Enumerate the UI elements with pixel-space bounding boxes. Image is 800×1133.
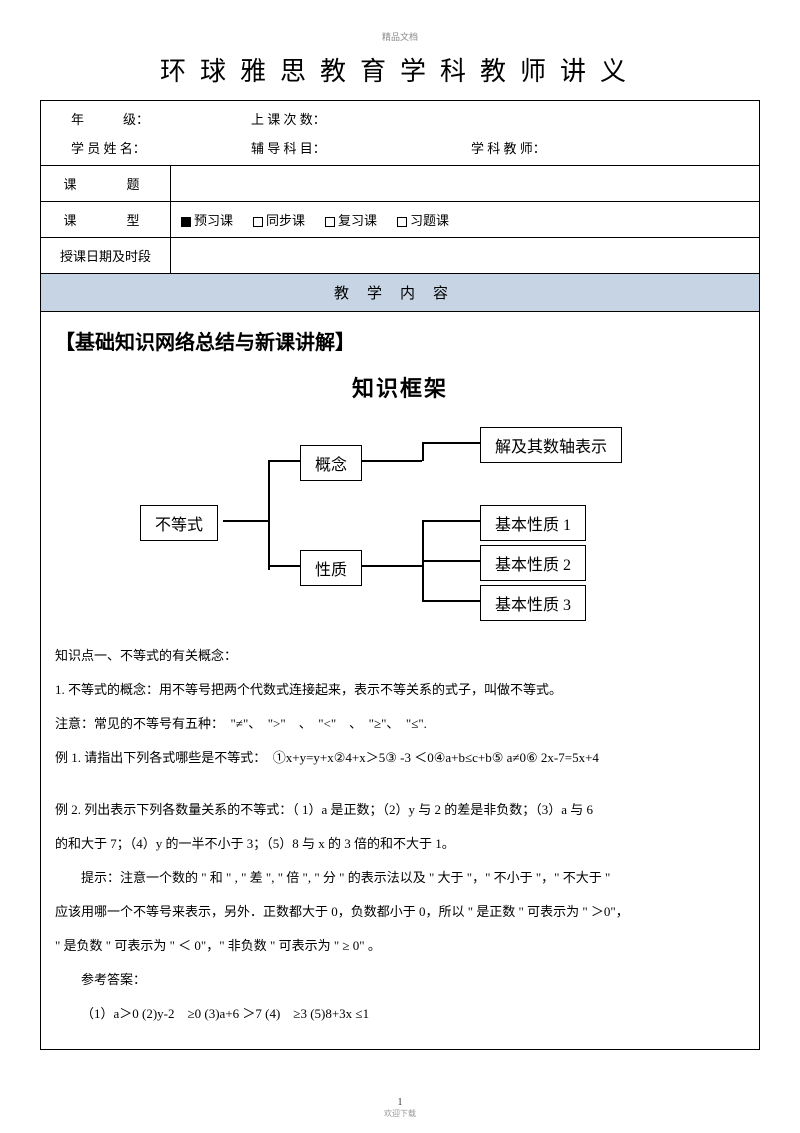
subject-label: 辅 导 科 目：	[251, 138, 471, 157]
body-text: 知识点一、不等式的有关概念： 1. 不等式的概念：用不等号把两个代数式连接起来，…	[55, 643, 745, 1027]
kp1-title: 知识点一、不等式的有关概念：	[55, 643, 745, 669]
sub-section-title: 【基础知识网络总结与新课讲解】	[55, 326, 745, 355]
kp1-note: 注意：常见的不等号有五种： "≠"、 ">" 、 "<" 、 "≥"、 "≤".	[55, 711, 745, 737]
teacher-label: 学 科 教 师：	[471, 138, 749, 157]
example-1: 例 1. 请指出下列各式哪些是不等式： ①x+y=y+x②4+x＞5③ -3 ＜…	[55, 745, 745, 771]
page-number: 1	[0, 1097, 800, 1108]
date-label: 授课日期及时段	[41, 238, 171, 274]
node-solve: 解及其数轴表示	[480, 427, 622, 463]
footer-sub: 欢迎下载	[0, 1108, 800, 1119]
info-table: 年 级： 上 课 次 数： 学 员 姓 名： 辅 导 科 目： 学 科 教 师：…	[40, 100, 760, 274]
section-header-bar: 教学内容	[40, 274, 760, 312]
node-p3: 基本性质 3	[480, 585, 586, 621]
session-count-label: 上 课 次 数：	[251, 109, 471, 128]
top-watermark: 精品文档	[40, 30, 760, 43]
type-exercise: 习题课	[397, 210, 449, 229]
course-type-options: 预习课 同步课 复习课 习题课	[181, 210, 749, 229]
hint-line-2: 应该用哪一个不等号来表示，另外．正数都大于 0，负数都小于 0，所以 " 是正数…	[55, 899, 745, 925]
node-root: 不等式	[140, 505, 218, 541]
checkbox-icon	[325, 217, 335, 227]
kp1-definition: 1. 不等式的概念：用不等号把两个代数式连接起来，表示不等关系的式子，叫做不等式…	[55, 677, 745, 703]
answer-label: 参考答案：	[55, 967, 745, 993]
node-property: 性质	[300, 550, 362, 586]
type-label: 课 型	[41, 202, 171, 238]
checkbox-icon	[253, 217, 263, 227]
node-p2: 基本性质 2	[480, 545, 586, 581]
example-2a: 例 2. 列出表示下列各数量关系的不等式：（ 1）a 是正数；（2）y 与 2 …	[55, 797, 745, 823]
type-preview: 预习课	[181, 210, 233, 229]
node-p1: 基本性质 1	[480, 505, 586, 541]
hint-line-3: " 是负数 " 可表示为 " ＜ 0"，" 非负数 " 可表示为 " ≥ 0" …	[55, 933, 745, 959]
example-2b: 的和大于 7；（4）y 的一半不小于 3；（5）8 与 x 的 3 倍的和不大于…	[55, 831, 745, 857]
page-footer: 1 欢迎下载	[0, 1097, 800, 1119]
diagram-title: 知识框架	[110, 365, 690, 403]
answer-text: （1）a＞0 (2)y-2 ≥0 (3)a+6 ＞7 (4) ≥3 (5)8+3…	[55, 1001, 745, 1027]
topic-label: 课 题	[41, 166, 171, 202]
hint-line-1: 提示：注意一个数的 " 和 " , " 差 ", " 倍 ", " 分 " 的表…	[55, 865, 745, 891]
checkbox-filled-icon	[181, 217, 191, 227]
content-area: 【基础知识网络总结与新课讲解】 知识框架 不等式 概念 性质 解及其数轴表示 基…	[40, 312, 760, 1050]
type-review: 复习课	[325, 210, 377, 229]
grade-label: 年 级：	[51, 109, 251, 128]
student-name-label: 学 员 姓 名：	[51, 138, 251, 157]
checkbox-icon	[397, 217, 407, 227]
type-sync: 同步课	[253, 210, 305, 229]
knowledge-diagram: 知识框架 不等式 概念 性质 解及其数轴表示 基本性质 1 基本性质 2 基本性…	[110, 365, 690, 625]
node-concept: 概念	[300, 445, 362, 481]
main-title: 环球雅思教育学科教师讲义	[40, 51, 760, 88]
